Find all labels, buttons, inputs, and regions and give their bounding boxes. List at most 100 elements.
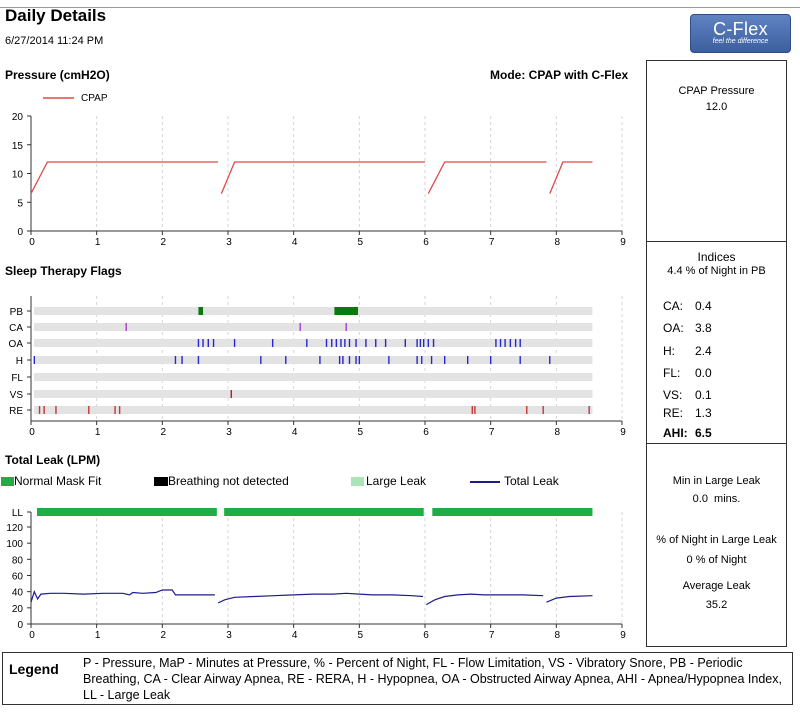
- index-value: 1.3: [695, 406, 712, 420]
- therapy-mode: Mode: CPAP with C-Flex: [490, 68, 629, 82]
- pct-large-leak-label: % of Night in Large Leak: [656, 534, 777, 546]
- report-date: 6/27/2014 11:24 PM: [5, 35, 104, 47]
- index-label: VS:: [663, 388, 683, 402]
- flags-xtick-label: 8: [555, 427, 561, 438]
- page-title: Daily Details: [5, 6, 107, 25]
- total-leak-swatch: [470, 480, 500, 483]
- cpap-pressure-label: CPAP Pressure: [678, 85, 755, 97]
- leak-xtick-label: 1: [95, 630, 101, 641]
- normal-mask-fit-bar: [37, 508, 217, 516]
- cpap-pressure-value: 12.0: [705, 101, 728, 113]
- leak-ytick-label: 120: [6, 523, 23, 534]
- index-label: RE:: [663, 406, 684, 420]
- pressure-xtick-label: 6: [423, 237, 429, 248]
- pressure-xtick-label: 7: [489, 237, 495, 248]
- legend-breathing-not-detected: Breathing not detected: [154, 474, 289, 488]
- legend-total-leak: Total Leak: [470, 474, 559, 488]
- leak-ytick-label: 40: [12, 588, 24, 599]
- legend-text: P - Pressure, MaP - Minutes at Pressure,…: [83, 656, 782, 702]
- legend-total-label: Total Leak: [504, 474, 559, 488]
- total-leak-line: [546, 595, 593, 603]
- flag-row-pb: [34, 307, 593, 315]
- index-label: CA:: [663, 299, 684, 313]
- index-value: 0.0: [695, 366, 712, 380]
- flags-xtick-label: 6: [423, 427, 429, 438]
- index-oa: OA: 3.8: [663, 321, 712, 335]
- leak-ytick-label: 100: [6, 539, 23, 550]
- pressure-ytick-label: 5: [17, 198, 23, 209]
- flags-xtick-label: 0: [29, 427, 35, 438]
- flag-label-vs: VS: [10, 390, 24, 401]
- pressure-ytick-label: 20: [12, 112, 24, 123]
- pressure-chart-title: Pressure (cmH2O): [5, 68, 110, 82]
- panel-divider: [647, 443, 786, 444]
- flags-chart-title: Sleep Therapy Flags: [5, 264, 122, 278]
- flags-xtick-label: 4: [292, 427, 298, 438]
- cpap-pressure-line: [220, 161, 425, 194]
- index-ahi: AHI: 6.5: [663, 426, 712, 440]
- legend-normal-label: Normal Mask Fit: [14, 474, 102, 488]
- index-label: H:: [663, 344, 675, 358]
- leak-xtick-label: 2: [161, 630, 167, 641]
- leak-ytick-label: 60: [12, 572, 24, 583]
- summary-panel: CPAP Pressure 12.0 Indices 4.4 % of Nigh…: [646, 60, 787, 647]
- index-label: OA:: [663, 321, 684, 335]
- cpap-pressure-line: [427, 161, 547, 194]
- normal-mask-fit-bar: [432, 508, 593, 516]
- total-leak-line: [426, 593, 544, 606]
- pressure-ytick-label: 15: [12, 141, 24, 152]
- panel-divider: [647, 241, 786, 242]
- cflex-logo: C-Flex feel the difference: [690, 14, 791, 53]
- bnd-swatch: [154, 477, 168, 487]
- flag-label-h: H: [16, 356, 23, 367]
- flag-label-ca: CA: [9, 323, 23, 334]
- index-value: 3.8: [695, 321, 712, 335]
- leak-ytick-label: 80: [12, 555, 24, 566]
- header-rule: [0, 7, 800, 8]
- leak-chart-title: Total Leak (LPM): [5, 453, 101, 467]
- index-re: RE: 1.3: [663, 406, 712, 420]
- flags-xtick-label: 9: [620, 427, 626, 438]
- pct-large-leak-value: 0 % of Night: [686, 554, 747, 566]
- index-label: FL:: [663, 366, 681, 380]
- flag-label-fl: FL: [11, 373, 23, 384]
- flag-label-oa: OA: [9, 339, 24, 350]
- ahi-label: AHI:: [663, 426, 688, 440]
- leak-ytick-label: 20: [12, 604, 24, 615]
- large-leak-swatch: [351, 477, 364, 487]
- total-leak-line: [217, 592, 424, 604]
- leak-ytick-label: 0: [17, 620, 23, 631]
- pressure-xtick-label: 5: [358, 237, 364, 248]
- flags-xtick-label: 3: [226, 427, 232, 438]
- legend-large-leak: Large Leak: [351, 474, 426, 488]
- flag-row-h: [34, 356, 593, 364]
- pressure-xtick-label: 1: [95, 237, 101, 248]
- indices-title: Indices: [697, 250, 736, 264]
- leak-xtick-label: 9: [620, 630, 626, 641]
- leak-xtick-label: 6: [423, 630, 429, 641]
- legend-bnd-label: Breathing not detected: [168, 474, 289, 488]
- index-value: 0.4: [695, 299, 712, 313]
- pressure-xtick-label: 3: [226, 237, 232, 248]
- legend-large-label: Large Leak: [366, 474, 427, 488]
- cpap-pressure-line: [549, 161, 593, 194]
- normal-fit-swatch: [1, 477, 14, 487]
- index-fl: FL: 0.0: [663, 366, 712, 380]
- index-h: H: 2.4: [663, 344, 712, 358]
- legend-box: Legend P - Pressure, MaP - Minutes at Pr…: [2, 652, 793, 705]
- pressure-ytick-label: 10: [12, 170, 24, 181]
- pressure-ytick-label: 0: [17, 227, 23, 238]
- logo-text: C-Flex: [713, 19, 768, 39]
- ahi-value: 6.5: [695, 426, 712, 440]
- average-leak-label: Average Leak: [682, 580, 751, 592]
- index-value: 2.4: [695, 344, 712, 358]
- flag-row-ca: [34, 323, 593, 331]
- pressure-xtick-label: 2: [161, 237, 167, 248]
- pb-event: [334, 307, 359, 315]
- flags-xtick-label: 7: [489, 427, 495, 438]
- pressure-xtick-label: 9: [620, 237, 626, 248]
- total-leak-line: [30, 589, 215, 603]
- flag-row-fl: [34, 373, 593, 381]
- leak-xtick-label: 5: [358, 630, 364, 641]
